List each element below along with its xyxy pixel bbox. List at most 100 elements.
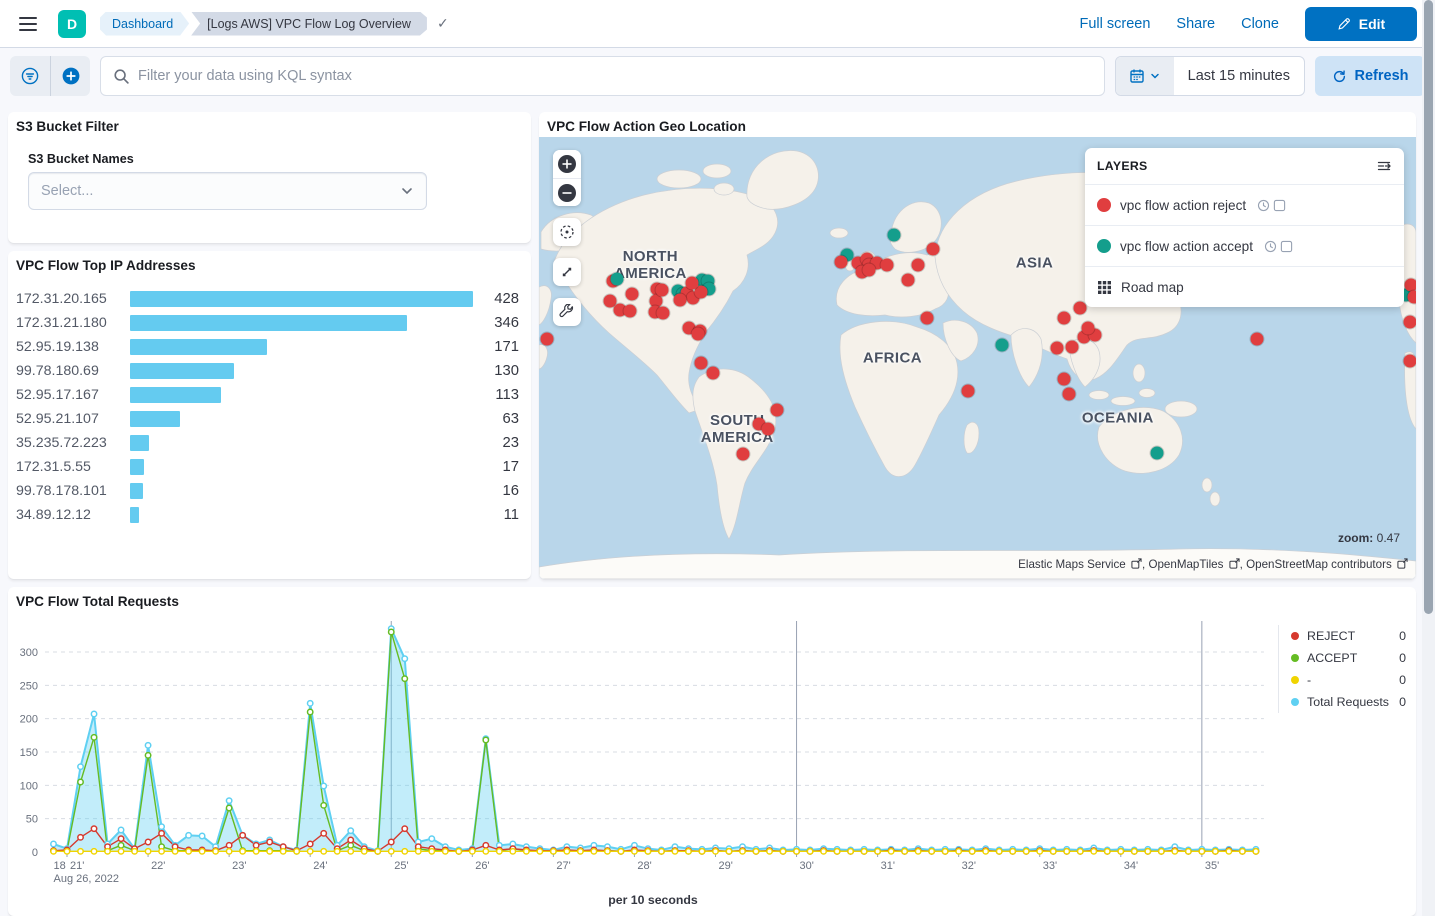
reject-geo-dot[interactable] [902, 274, 915, 287]
attribution-link[interactable]: OpenStreetMap contributors [1246, 558, 1392, 571]
reject-geo-dot[interactable] [862, 264, 875, 277]
ip-bar[interactable] [130, 315, 407, 331]
attribution-link[interactable]: Elastic Maps Service [1018, 558, 1126, 571]
refresh-button[interactable]: Refresh [1315, 56, 1425, 96]
ip-bar-row[interactable]: 52.95.17.167 113 [16, 383, 519, 407]
reject-geo-dot[interactable] [881, 259, 894, 272]
checkbox-icon[interactable] [1273, 199, 1286, 212]
reject-geo-dot[interactable] [737, 447, 750, 460]
breadcrumb-dashboard[interactable]: Dashboard [100, 12, 189, 36]
ip-bar[interactable] [130, 339, 267, 355]
scrollbar-track[interactable] [1422, 0, 1435, 916]
reject-geo-dot[interactable] [1066, 340, 1079, 353]
ip-bar[interactable] [130, 435, 149, 451]
tools-button[interactable] [553, 298, 581, 326]
ip-bar-row[interactable]: 52.95.19.138 171 [16, 335, 519, 359]
ip-bar-row[interactable]: 172.31.21.180 346 [16, 311, 519, 335]
zoom-out-button[interactable] [553, 178, 581, 206]
reject-geo-dot[interactable] [1058, 373, 1071, 386]
checkbox-icon[interactable] [1280, 240, 1293, 253]
date-picker-calendar-button[interactable] [1116, 57, 1174, 95]
world-map[interactable]: NORTH AMERICASOUTH AMERICAAFRICAASIAOCEA… [539, 137, 1416, 579]
reject-geo-dot[interactable] [1051, 341, 1064, 354]
reject-geo-dot[interactable] [540, 332, 553, 345]
reject-geo-dot[interactable] [655, 283, 668, 296]
reject-geo-dot[interactable] [656, 306, 669, 319]
ip-bar-row[interactable]: 99.78.180.69 130 [16, 359, 519, 383]
reject-geo-dot[interactable] [926, 242, 939, 255]
reject-geo-dot[interactable] [706, 367, 719, 380]
add-filter-icon[interactable] [50, 56, 90, 96]
reject-geo-dot[interactable] [1058, 311, 1071, 324]
ip-bar-row[interactable]: 172.31.5.55 17 [16, 455, 519, 479]
legend-item[interactable]: - 0 [1291, 669, 1406, 691]
kql-search-input[interactable] [138, 68, 1092, 84]
menu-icon[interactable] [16, 12, 40, 36]
share-button[interactable]: Share [1176, 16, 1215, 32]
expand-button[interactable] [553, 258, 581, 286]
scrollbar-thumb[interactable] [1424, 0, 1433, 614]
reject-geo-dot[interactable] [770, 404, 783, 417]
accept-geo-dot[interactable] [996, 339, 1009, 352]
time-series-chart[interactable]: 05010015020025030021'22'23'24'25'26'27'2… [8, 613, 1298, 893]
s3-bucket-select[interactable]: Select... [28, 172, 427, 210]
ip-bar-row[interactable]: 172.31.20.165 428 [16, 287, 519, 311]
reject-geo-dot[interactable] [674, 294, 687, 307]
attribution-link[interactable]: OpenMapTiles [1148, 558, 1223, 571]
accept-geo-dot[interactable] [611, 273, 624, 286]
reject-geo-dot[interactable] [1062, 387, 1075, 400]
ip-bar[interactable] [130, 363, 234, 379]
reject-geo-dot[interactable] [691, 327, 704, 340]
layer-color-swatch [1097, 239, 1111, 253]
ip-bar-row[interactable]: 99.78.178.101 16 [16, 479, 519, 503]
reject-geo-dot[interactable] [920, 311, 933, 324]
reject-geo-dot[interactable] [695, 356, 708, 369]
reject-geo-dot[interactable] [695, 286, 708, 299]
layer-row[interactable]: Road map [1085, 266, 1404, 307]
full-screen-button[interactable]: Full screen [1079, 16, 1150, 32]
reject-geo-dot[interactable] [1251, 332, 1264, 345]
reject-geo-dot[interactable] [625, 287, 638, 300]
breadcrumb-current: [Logs AWS] VPC Flow Log Overview [191, 12, 427, 36]
svg-text:23': 23' [232, 860, 246, 872]
clone-button[interactable]: Clone [1241, 16, 1279, 32]
layer-row[interactable]: vpc flow action accept [1085, 225, 1404, 266]
time-range-value[interactable]: Last 15 minutes [1174, 57, 1304, 95]
accept-geo-dot[interactable] [888, 229, 901, 242]
layer-row[interactable]: vpc flow action reject [1085, 184, 1404, 225]
ip-bar[interactable] [130, 387, 221, 403]
ip-bar[interactable] [130, 459, 144, 475]
collapse-layers-icon[interactable] [1376, 158, 1392, 174]
legend-item[interactable]: REJECT 0 [1291, 625, 1406, 647]
reject-geo-dot[interactable] [685, 276, 698, 289]
reject-geo-dot[interactable] [761, 423, 774, 436]
reject-geo-dot[interactable] [834, 256, 847, 269]
ip-bar-row[interactable]: 35.235.72.223 23 [16, 431, 519, 455]
reject-geo-dot[interactable] [1408, 291, 1416, 304]
ip-bar-row[interactable]: 34.89.12.12 11 [16, 503, 519, 527]
legend-item[interactable]: ACCEPT 0 [1291, 647, 1406, 669]
ip-bar[interactable] [130, 411, 180, 427]
ip-bar[interactable] [130, 507, 139, 523]
legend-item[interactable]: Total Requests 0 [1291, 691, 1406, 713]
reject-geo-dot[interactable] [1082, 321, 1095, 334]
set-view-button[interactable] [553, 218, 581, 246]
space-avatar[interactable]: D [58, 10, 86, 38]
filter-menu-icon[interactable] [10, 56, 50, 96]
reject-geo-dot[interactable] [624, 304, 637, 317]
ip-bar-rows: 172.31.20.165 428172.31.21.180 34652.95.… [8, 277, 531, 527]
zoom-in-button[interactable] [553, 150, 581, 178]
external-link-icon [1397, 558, 1408, 569]
reject-geo-dot[interactable] [1403, 316, 1416, 329]
ip-bar-track [130, 483, 473, 499]
ip-bar[interactable] [130, 291, 473, 307]
edit-button[interactable]: Edit [1305, 7, 1417, 41]
kql-search-box[interactable] [100, 56, 1105, 96]
reject-geo-dot[interactable] [961, 385, 974, 398]
reject-geo-dot[interactable] [911, 259, 924, 272]
ip-bar-row[interactable]: 52.95.21.107 63 [16, 407, 519, 431]
accept-geo-dot[interactable] [1151, 447, 1164, 460]
svg-text:250: 250 [20, 680, 38, 692]
ip-bar[interactable] [130, 483, 143, 499]
reject-geo-dot[interactable] [1403, 355, 1416, 368]
